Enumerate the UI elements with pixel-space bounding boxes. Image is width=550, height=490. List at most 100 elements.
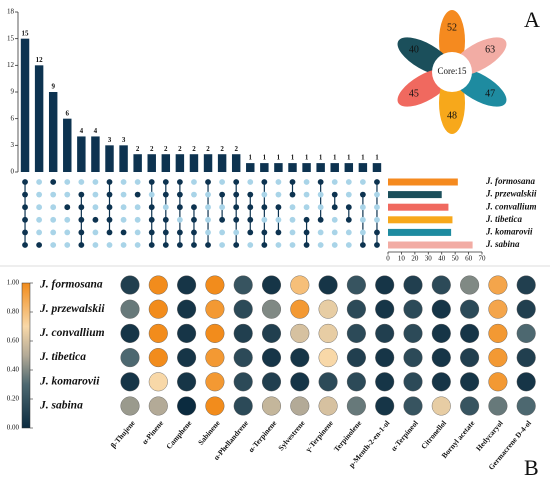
matrix-dot	[78, 191, 85, 198]
heat-dot	[346, 299, 366, 319]
heat-dot	[205, 299, 225, 319]
matrix-dot	[64, 191, 71, 198]
matrix-dot	[345, 179, 352, 185]
heat-dot	[120, 372, 140, 392]
bar-value-label: 1	[347, 154, 351, 162]
matrix-dot	[78, 229, 85, 236]
matrix-dot	[374, 229, 380, 236]
matrix-dot	[162, 242, 169, 248]
heat-dot	[318, 299, 338, 319]
matrix-dot	[275, 229, 282, 236]
colorbar-tick-label: 0.80	[7, 308, 20, 316]
matrix-dot	[233, 229, 240, 236]
bar	[344, 163, 354, 172]
matrix-dot	[22, 229, 28, 236]
heat-dot	[148, 275, 168, 295]
matrix-dot	[50, 229, 57, 236]
heat-dot	[148, 372, 168, 392]
matrix-dot	[374, 242, 380, 248]
colorbar-tick-label: 0.60	[7, 337, 20, 345]
matrix-dot	[176, 242, 183, 248]
matrix-dot	[50, 179, 57, 185]
petal-value: 47	[485, 88, 495, 99]
matrix-dot	[176, 191, 183, 198]
heat-dot	[460, 323, 480, 343]
bar-value-label: 1	[319, 154, 323, 162]
heat-dot	[346, 275, 366, 295]
column-label: α-Terpineol	[389, 419, 420, 453]
heat-dot	[233, 323, 253, 343]
bar-value-label: 2	[136, 145, 140, 153]
bar-value-label: 6	[66, 109, 70, 117]
bar	[246, 163, 255, 172]
bar-value-label: 1	[305, 154, 309, 162]
column-label: β-Thujene	[109, 418, 138, 450]
matrix-dot	[261, 204, 268, 211]
column-label: α-Pinene	[140, 418, 166, 446]
bar-value-label: 3	[108, 136, 112, 144]
matrix-dot	[303, 179, 310, 185]
matrix-dot	[261, 191, 268, 198]
petal-value: 48	[447, 110, 457, 121]
heat-dot	[177, 372, 197, 392]
set-name: J. przewalskii	[485, 189, 537, 199]
matrix-dot	[106, 204, 113, 211]
heat-dot	[177, 396, 197, 416]
heat-dot	[120, 299, 140, 319]
heat-dot	[318, 372, 338, 392]
bar	[330, 163, 339, 172]
heat-dot	[290, 348, 310, 368]
matrix-dot	[275, 191, 282, 198]
matrix-dot	[359, 229, 366, 236]
bar-value-label: 2	[206, 145, 210, 153]
matrix-dot	[22, 242, 28, 248]
matrix-dot	[317, 191, 324, 198]
matrix-dot	[134, 179, 141, 185]
heat-dot	[431, 372, 451, 392]
matrix-dot	[120, 179, 127, 185]
bar	[260, 163, 269, 172]
heat-dot	[205, 275, 225, 295]
heat-dot	[460, 299, 480, 319]
heat-dot	[318, 396, 338, 416]
matrix-dot	[22, 191, 28, 198]
y-tick-label: 9	[11, 88, 15, 96]
matrix-dot	[176, 229, 183, 236]
matrix-dot	[134, 229, 141, 236]
matrix-dot	[331, 191, 338, 198]
column-label: Camphene	[164, 418, 194, 451]
matrix-dot	[317, 216, 324, 223]
matrix-dot	[289, 204, 296, 211]
matrix-dot	[162, 179, 169, 185]
heat-dot	[375, 275, 395, 295]
matrix-dot	[50, 191, 57, 198]
matrix-dot	[233, 204, 240, 211]
matrix-dot	[148, 204, 155, 211]
heat-dot	[460, 396, 480, 416]
heat-dot	[318, 348, 338, 368]
set-size-bar	[388, 241, 473, 249]
bar	[20, 38, 30, 172]
heat-dot	[346, 396, 366, 416]
matrix-dot	[317, 242, 324, 248]
matrix-dot	[120, 204, 127, 211]
heat-dot	[431, 396, 451, 416]
matrix-dot	[191, 242, 197, 248]
heat-dot	[516, 275, 536, 295]
matrix-dot	[148, 229, 155, 236]
heat-dot	[148, 396, 168, 416]
bar	[302, 163, 311, 172]
matrix-dot	[191, 191, 197, 198]
bar-value-label: 2	[164, 145, 168, 153]
matrix-dot	[78, 242, 85, 248]
matrix-dot	[331, 179, 338, 185]
set-size-bar	[388, 203, 449, 211]
matrix-dot	[78, 204, 85, 211]
petal-value: 52	[447, 22, 457, 33]
heat-dot	[205, 323, 225, 343]
heat-dot	[488, 299, 508, 319]
matrix-dot	[261, 216, 268, 223]
matrix-dot	[233, 191, 240, 198]
y-tick-label: 3	[11, 141, 15, 149]
bar-value-label: 12	[36, 56, 44, 64]
